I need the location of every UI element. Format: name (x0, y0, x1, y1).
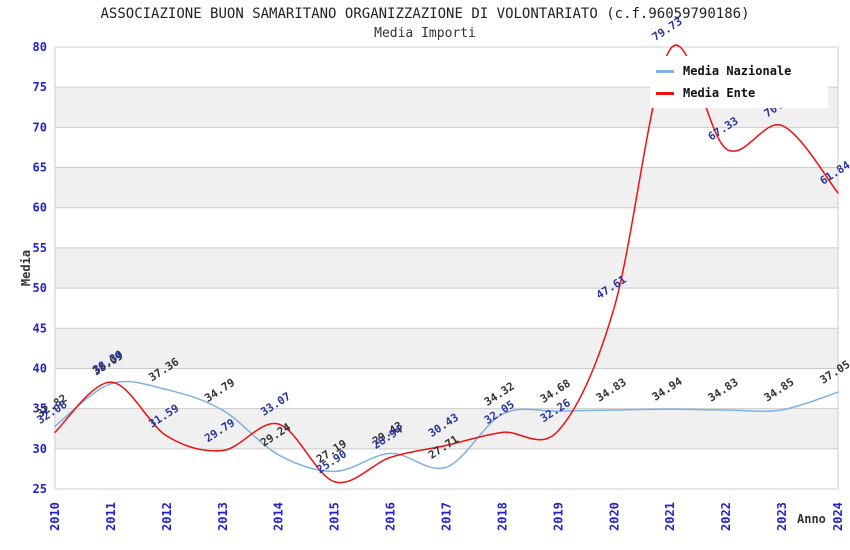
y-tick-label: 60 (33, 201, 47, 215)
plot-band (55, 408, 838, 449)
x-tick-label: 2024 (831, 502, 845, 531)
series-line-media-ente (54, 44, 839, 484)
plot-band (55, 368, 838, 409)
chart-subtitle: Media Importi (374, 26, 476, 41)
y-tick-label: 55 (33, 241, 47, 255)
y-tick-label: 25 (33, 482, 47, 496)
x-tick-label: 2014 (272, 502, 286, 531)
y-tick-label: 65 (33, 161, 47, 175)
plot-band (55, 448, 838, 489)
legend-item-media-ente: Media Ente (656, 86, 822, 100)
legend-label-ente: Media Ente (683, 86, 756, 100)
plot-band (55, 167, 838, 208)
y-tick-label: 50 (33, 281, 47, 295)
legend: Media Nazionale Media Ente (650, 56, 828, 108)
x-tick-label: 2021 (663, 502, 677, 531)
plot-band (55, 328, 838, 369)
x-tick-label: 2011 (104, 502, 118, 531)
legend-label-nazionale: Media Nazionale (683, 64, 792, 78)
legend-item-media-nazionale: Media Nazionale (656, 64, 822, 78)
x-tick-label: 2015 (328, 502, 342, 531)
x-tick-label: 2023 (775, 502, 789, 531)
x-tick-label: 2012 (160, 502, 174, 531)
y-tick-label: 70 (33, 120, 47, 134)
x-tick-label: 2019 (551, 502, 565, 531)
y-tick-label: 30 (33, 442, 47, 456)
y-tick-label: 40 (33, 361, 47, 375)
plot-band (55, 127, 838, 168)
y-tick-label: 35 (33, 402, 47, 416)
y-tick-label: 80 (33, 40, 47, 54)
plot-band (55, 288, 838, 329)
chart-title: ASSOCIAZIONE BUON SAMARITANO ORGANIZZAZI… (100, 6, 750, 22)
x-tick-label: 2018 (495, 502, 509, 531)
y-tick-label: 45 (33, 321, 47, 335)
data-label: 79.73 (650, 15, 685, 44)
plot-band (55, 247, 838, 289)
legend-swatch-nazionale-icon (656, 69, 674, 73)
x-tick-label: 2020 (607, 502, 621, 531)
x-axis-title: Anno (797, 512, 826, 526)
x-tick-label: 2022 (719, 502, 733, 531)
x-tick-label: 2013 (216, 502, 230, 531)
y-tick-label: 75 (33, 80, 47, 94)
x-tick-label: 2010 (48, 502, 62, 531)
y-axis-title: Media (19, 250, 33, 286)
x-tick-label: 2017 (440, 502, 454, 531)
series-line-media-nazionale (54, 380, 839, 473)
x-tick-label: 2016 (384, 502, 398, 531)
plot-border (54, 46, 839, 490)
plot-band (55, 207, 838, 248)
legend-swatch-ente-icon (656, 91, 674, 95)
